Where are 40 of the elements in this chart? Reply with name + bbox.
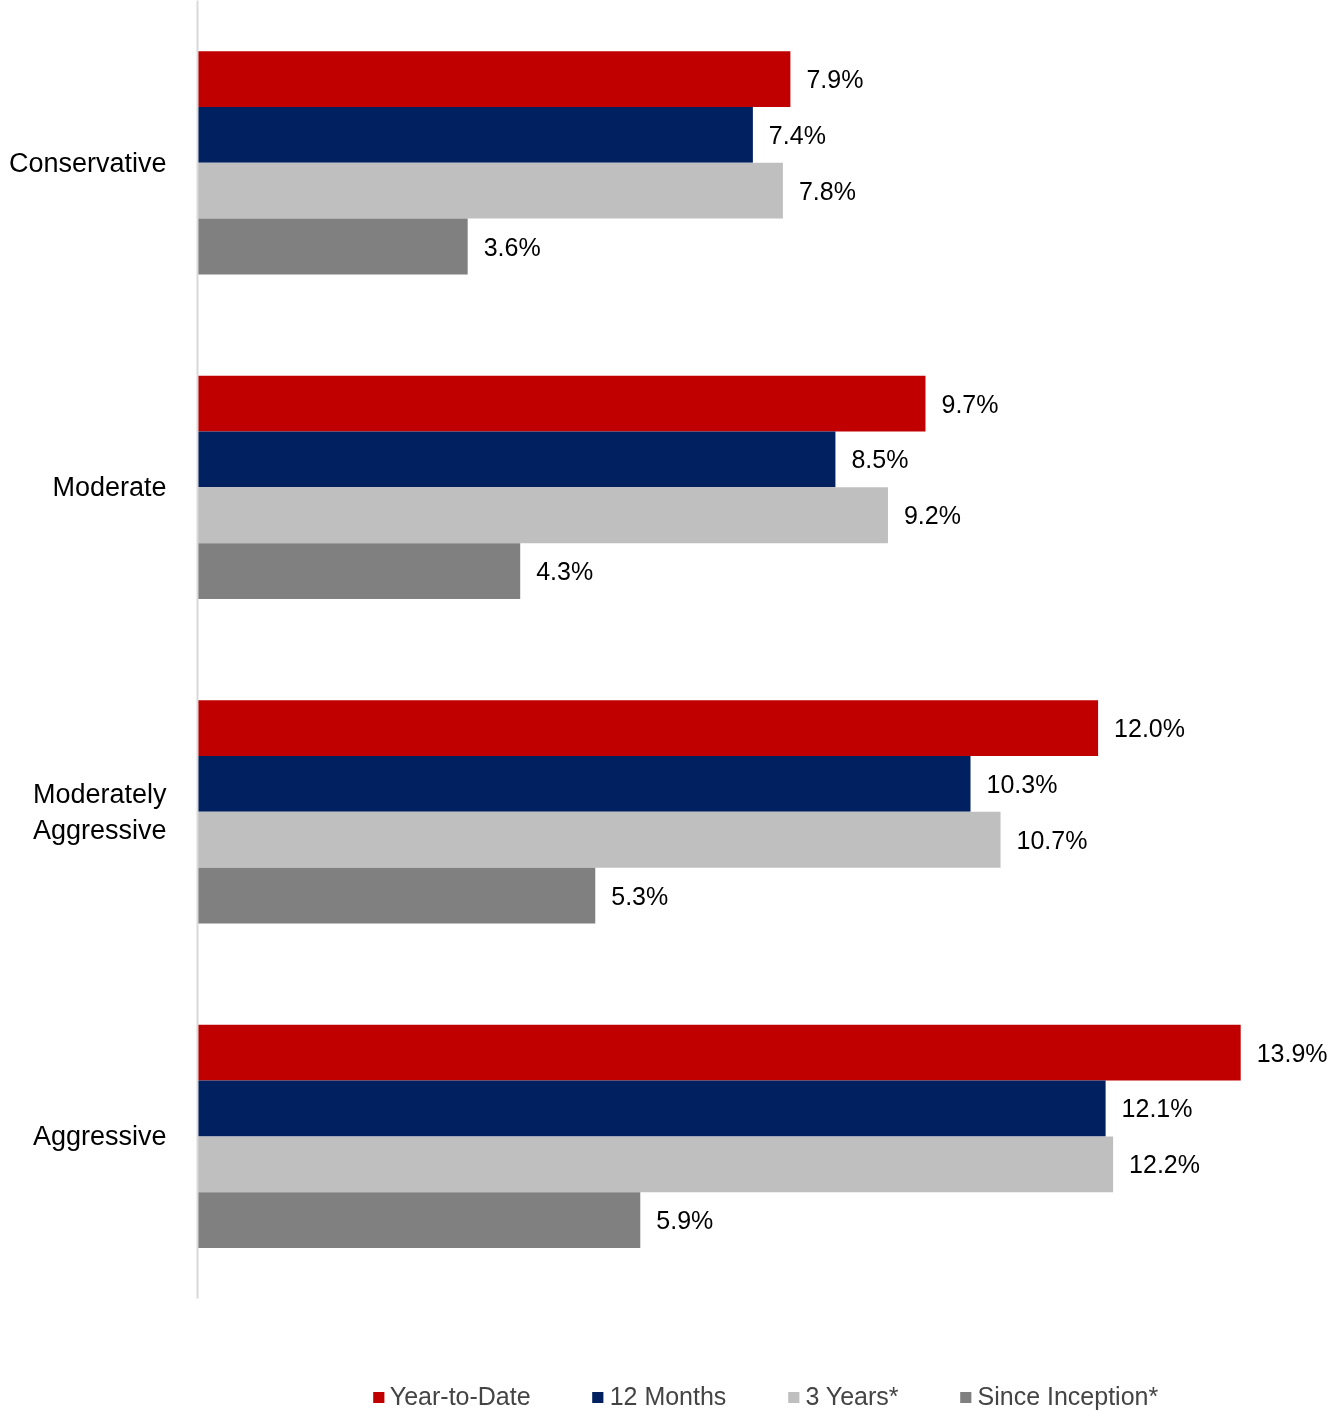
data-label: 10.3% (986, 769, 1058, 798)
bar (197, 218, 468, 275)
data-label: 3.6% (483, 232, 541, 261)
legend-label: Year-to-Date (389, 1382, 531, 1411)
bar (197, 867, 596, 924)
data-label: 5.9% (656, 1206, 714, 1235)
data-label: 10.7% (1016, 825, 1088, 854)
bar (197, 1024, 1241, 1081)
legend-label: Since Inception* (977, 1382, 1159, 1411)
bar (197, 487, 888, 544)
data-label: 9.7% (941, 389, 999, 418)
data-label: 4.3% (536, 557, 594, 586)
data-label: 12.1% (1121, 1094, 1193, 1123)
bar (197, 51, 791, 107)
bar (197, 431, 836, 488)
bar (197, 811, 1001, 868)
bar (197, 1192, 641, 1249)
data-label: 8.5% (851, 445, 909, 474)
data-label: 12.2% (1129, 1150, 1200, 1179)
data-label: 7.9% (806, 65, 864, 94)
bar (197, 162, 783, 219)
data-label: 13.9% (1256, 1038, 1328, 1067)
y-tick-label: Moderately Aggressive (32, 778, 167, 845)
legend-label: 3 Years* (805, 1382, 899, 1411)
y-tick-label: Aggressive (32, 1121, 167, 1152)
bar (197, 106, 753, 163)
data-label: 5.3% (611, 881, 669, 910)
y-tick-label: Conservative (8, 147, 167, 178)
bar (197, 543, 521, 599)
data-label: 9.2% (903, 501, 961, 530)
bar (197, 1080, 1106, 1137)
y-tick-label: Moderate (52, 472, 167, 503)
data-label: 7.8% (798, 176, 856, 205)
bar (197, 700, 1099, 757)
bar (197, 375, 926, 432)
bar (197, 1136, 1114, 1193)
legend-label: 12 Months (609, 1382, 727, 1411)
data-label: 7.4% (768, 120, 826, 149)
bar (197, 756, 971, 812)
data-label: 12.0% (1114, 714, 1185, 743)
